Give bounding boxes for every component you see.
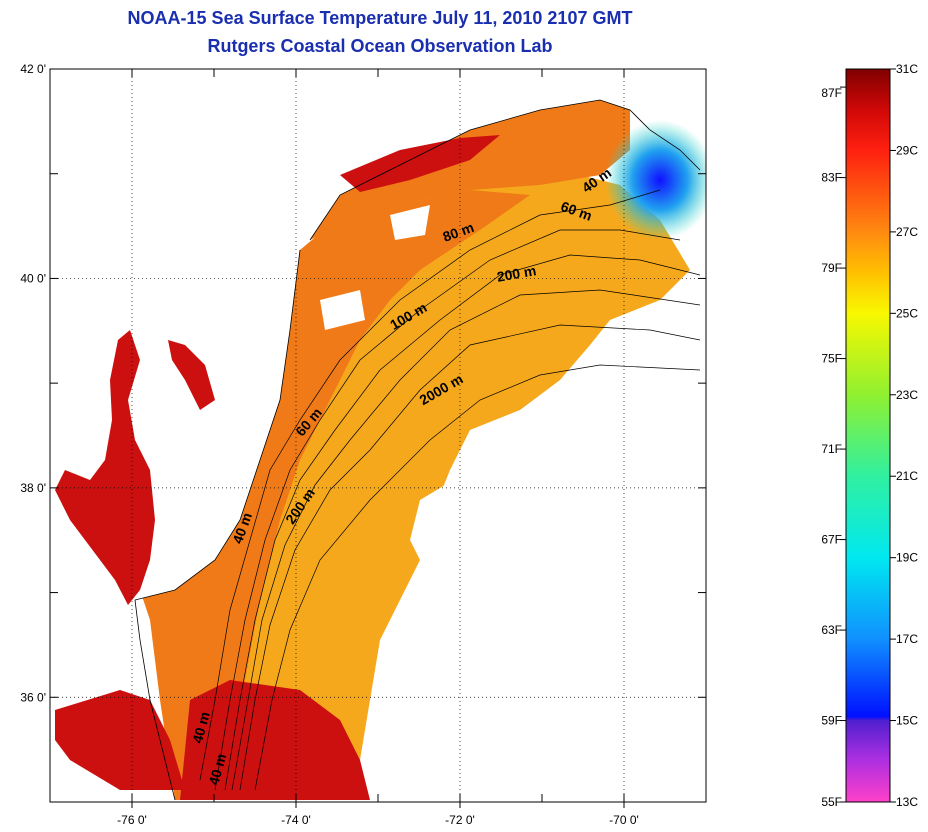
colorbar-c-label: 13C (896, 795, 918, 809)
lat-tick-label: 42 0' (20, 62, 46, 76)
colorbar-c-label: 17C (896, 632, 918, 646)
colorbar-f-label: 79F (821, 261, 842, 275)
gulfstream-water (180, 680, 370, 800)
cloud-gap (560, 320, 700, 470)
colorbar-f-label: 59F (821, 714, 842, 728)
cloud-gap (410, 470, 500, 580)
colorbar-gradient (845, 68, 891, 803)
isobath-lines (199, 189, 701, 791)
chart-subtitle: Rutgers Coastal Ocean Observation Lab (207, 36, 553, 56)
cold-upwelling (605, 120, 706, 240)
coastline (134, 99, 701, 801)
lat-tick-label: 36 0' (20, 690, 46, 704)
chart-title: NOAA-15 Sea Surface Temperature July 11,… (127, 8, 633, 28)
chesapeake-bay (55, 330, 155, 605)
isobath-60m (214, 229, 681, 791)
isobath-100m (231, 289, 701, 791)
lon-tick-label: -74 0' (281, 813, 311, 827)
cloud-gaps (170, 205, 700, 800)
albemarle-sound (55, 690, 185, 790)
colorbar-c-label: 23C (896, 388, 918, 402)
contour-label: 40 m (206, 752, 230, 787)
lat-tick-label: 38 0' (20, 481, 46, 495)
colorbar-c-label: 19C (896, 551, 918, 565)
cloud-gap (400, 470, 700, 800)
colorbar-ticks (840, 68, 896, 803)
lon-tick-label: -76 0' (117, 813, 147, 827)
isobath-80m (224, 254, 701, 791)
delaware-bay (168, 340, 215, 410)
colorbar-fahrenheit-labels: 87F 83F 79F 75F 71F 67F 63F 59F 55F (821, 86, 842, 809)
northern-coastal-water (310, 100, 630, 240)
colorbar-c-label: 21C (896, 469, 918, 483)
isobath-2000m (254, 364, 701, 791)
colorbar: 87F 83F 79F 75F 71F 67F 63F 59F 55F 31C 29C 27C 25C… (821, 62, 918, 809)
lat-tick-label: 40 0' (20, 271, 46, 285)
contour-label: 40 m (189, 710, 213, 745)
colorbar-celsius-labels: 31C 29C 27C 25C 23C 21C 19C 17C 15C 13C (896, 62, 918, 809)
colorbar-f-label: 63F (821, 623, 842, 637)
grid-lines (50, 69, 706, 802)
colorbar-f-label: 55F (821, 795, 842, 809)
colorbar-c-label: 25C (896, 306, 918, 320)
colorbar-f-label: 83F (821, 171, 842, 185)
colorbar-f-label: 67F (821, 533, 842, 547)
lon-tick-label: -72 0' (445, 813, 475, 827)
isobath-200m (239, 324, 701, 791)
colorbar-c-label: 29C (896, 143, 918, 157)
colorbar-c-label: 31C (896, 62, 918, 76)
colorbar-f-label: 75F (821, 352, 842, 366)
contour-label: 200 m (496, 262, 538, 285)
cloud-gap (390, 205, 430, 240)
longitude-tick-labels: -76 0' -74 0' -72 0' -70 0' (117, 813, 639, 827)
colorbar-c-label: 27C (896, 225, 918, 239)
colorbar-f-label: 71F (821, 442, 842, 456)
colorbar-c-label: 15C (896, 714, 918, 728)
lon-tick-label: -70 0' (609, 813, 639, 827)
axis-ticks (49, 68, 707, 808)
colorbar-f-label: 87F (821, 86, 842, 100)
latitude-tick-labels: 42 0' 40 0' 38 0' 36 0' (20, 62, 46, 704)
cloud-gap (320, 290, 365, 330)
land (50, 69, 300, 800)
shelf-water (140, 190, 530, 800)
isobath-40m (199, 189, 661, 781)
